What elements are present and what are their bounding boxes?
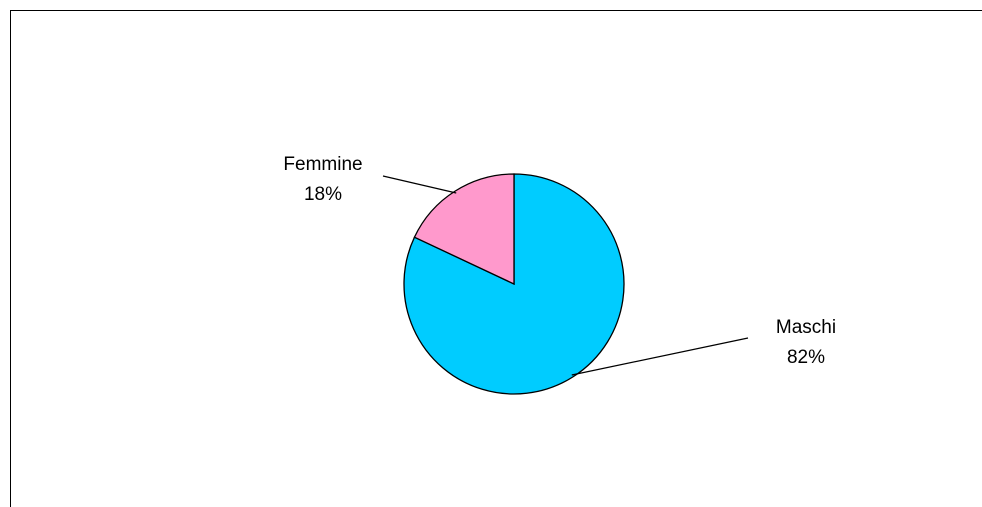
pie-slice: [413, 173, 515, 286]
leader-line: [571, 337, 749, 376]
slice-label: Maschi: [776, 317, 836, 338]
slice-value-label: 82%: [787, 347, 825, 368]
slice-label: Femmine: [283, 154, 362, 175]
slice-value-label: 18%: [304, 184, 342, 205]
leader-line: [382, 175, 457, 194]
chart-border: [10, 10, 982, 507]
